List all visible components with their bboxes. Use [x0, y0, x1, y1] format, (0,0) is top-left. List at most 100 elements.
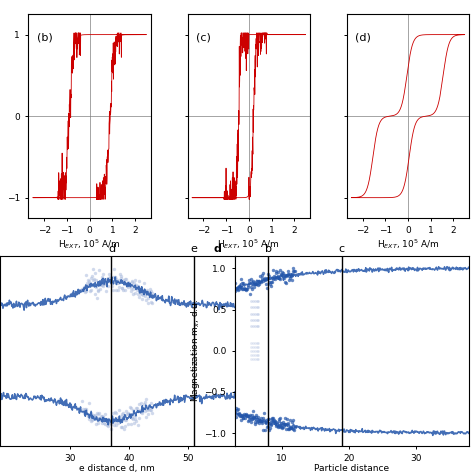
Point — [130, 280, 138, 287]
Point — [128, 413, 136, 420]
Point — [251, 343, 258, 350]
Point — [231, 279, 238, 287]
Point — [278, 271, 285, 278]
Point — [116, 276, 123, 283]
Point — [128, 414, 136, 421]
Point — [116, 416, 123, 424]
Point — [105, 277, 113, 285]
Point — [267, 420, 274, 428]
Point — [246, 418, 254, 426]
Point — [108, 418, 116, 425]
Point — [92, 276, 100, 284]
Point — [253, 419, 261, 426]
Point — [142, 297, 150, 304]
Point — [104, 422, 112, 430]
Point — [254, 351, 262, 359]
Point — [105, 419, 113, 426]
Point — [268, 278, 276, 286]
Point — [245, 280, 253, 287]
Point — [137, 291, 145, 298]
Point — [253, 343, 261, 350]
Point — [271, 418, 278, 425]
Point — [81, 405, 89, 413]
Point — [98, 413, 106, 420]
Point — [270, 275, 277, 283]
Point — [131, 415, 139, 422]
Point — [248, 411, 255, 419]
Point — [265, 279, 273, 286]
Point — [91, 413, 99, 421]
Point — [234, 286, 242, 293]
Point — [238, 280, 246, 287]
Point — [133, 281, 140, 289]
Point — [116, 417, 124, 424]
Point — [244, 283, 251, 291]
Point — [93, 294, 101, 302]
Point — [247, 316, 255, 324]
Point — [251, 351, 258, 359]
Point — [272, 275, 279, 283]
Point — [93, 409, 101, 417]
Text: e: e — [190, 244, 197, 254]
Point — [110, 421, 118, 428]
Point — [148, 299, 155, 307]
Point — [126, 282, 133, 289]
Point — [99, 419, 106, 427]
Point — [118, 410, 126, 418]
Point — [280, 420, 288, 428]
Point — [136, 407, 144, 414]
X-axis label: H$_{EXT}$, 10$^5$ A/m: H$_{EXT}$, 10$^5$ A/m — [377, 237, 439, 251]
Point — [108, 283, 116, 290]
Point — [245, 412, 253, 420]
Point — [113, 275, 120, 283]
Point — [114, 286, 121, 294]
Point — [84, 276, 91, 284]
Point — [252, 411, 260, 419]
Point — [79, 406, 87, 413]
Point — [275, 274, 283, 282]
Point — [129, 416, 137, 423]
Point — [121, 416, 128, 423]
Point — [246, 416, 253, 424]
Point — [107, 426, 115, 433]
Point — [253, 322, 261, 330]
Point — [259, 269, 267, 276]
Point — [247, 304, 255, 311]
Point — [124, 409, 132, 417]
Point — [126, 283, 134, 290]
Point — [140, 404, 147, 411]
Point — [82, 406, 89, 413]
Point — [81, 287, 89, 294]
Point — [131, 412, 138, 419]
Point — [264, 415, 271, 423]
Point — [82, 288, 89, 296]
Point — [254, 281, 261, 289]
Point — [254, 417, 261, 425]
Point — [100, 419, 108, 426]
Point — [89, 411, 97, 419]
Point — [268, 415, 276, 423]
Point — [240, 410, 248, 418]
Point — [250, 339, 257, 346]
Point — [233, 413, 240, 420]
Point — [235, 285, 243, 292]
Point — [138, 406, 146, 414]
Point — [106, 419, 114, 427]
Point — [236, 411, 243, 419]
Point — [273, 273, 281, 281]
Point — [129, 285, 137, 293]
Point — [124, 278, 131, 285]
Point — [250, 310, 257, 318]
Point — [241, 285, 249, 293]
Point — [86, 412, 94, 420]
Point — [276, 275, 284, 283]
Point — [140, 280, 148, 287]
Point — [233, 406, 241, 414]
Point — [79, 398, 86, 405]
Point — [139, 291, 146, 299]
Point — [250, 351, 257, 359]
Point — [132, 417, 140, 425]
Point — [250, 304, 257, 311]
Point — [127, 404, 134, 412]
Point — [262, 274, 269, 282]
